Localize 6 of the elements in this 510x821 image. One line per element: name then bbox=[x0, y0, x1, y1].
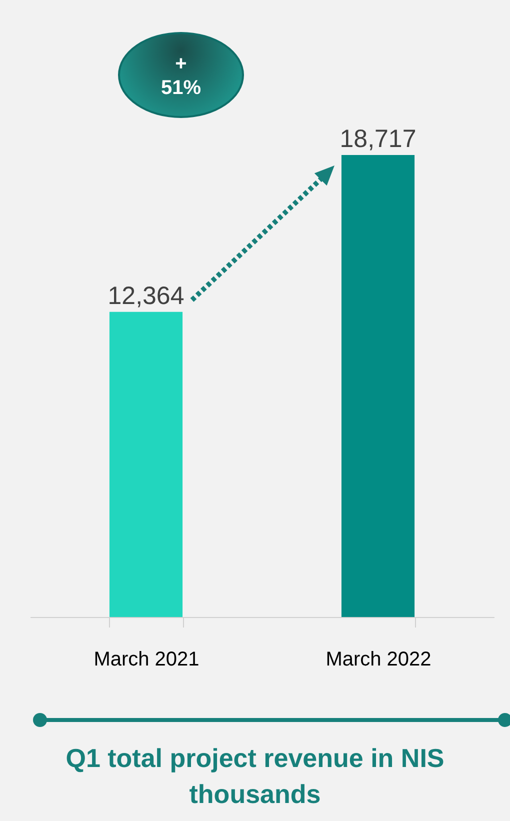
x-tick-label: March 2022 bbox=[326, 648, 432, 670]
x-tick-label: March 2021 bbox=[94, 648, 200, 670]
data-label: 12,364 bbox=[108, 282, 184, 310]
text: + 51% bbox=[160, 52, 202, 100]
data-label: 18,717 bbox=[340, 125, 416, 153]
text: Q1 total project revenue in NIS thousands bbox=[64, 742, 446, 811]
